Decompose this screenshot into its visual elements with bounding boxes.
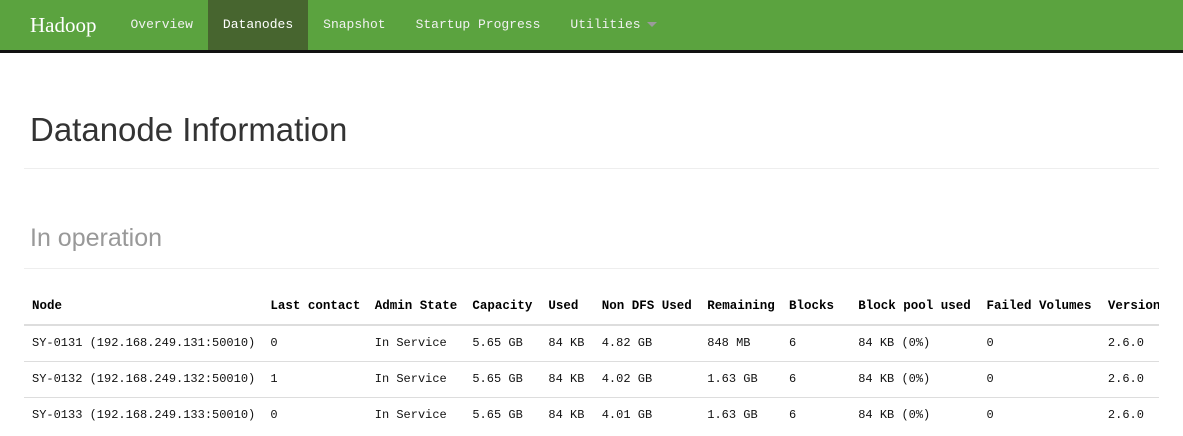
- cell-node: SY-0133 (192.168.249.133:50010): [24, 397, 263, 433]
- tab-label: Overview: [130, 17, 193, 32]
- tab-datanodes[interactable]: Datanodes: [207, 0, 309, 50]
- navbar: Hadoop Overview Datanodes Snapshot Startup …: [0, 0, 1183, 53]
- cell-node: SY-0132 (192.168.249.132:50010): [24, 361, 263, 398]
- cell-non-dfs-used: 4.02 GB: [593, 361, 700, 398]
- cell-capacity: 5.65 GB: [472, 336, 523, 350]
- tab-label: Startup Progress: [415, 17, 541, 32]
- tab-startup-progress[interactable]: Startup Progress: [401, 0, 556, 50]
- column-header-failed-volumes: Failed Volumes: [978, 289, 1100, 326]
- tab-label: Utilities: [570, 17, 641, 32]
- cell-remaining: 1.63 GB: [699, 361, 781, 398]
- cell-remaining: 1.63 GB: [699, 397, 781, 433]
- chevron-down-icon: [646, 22, 657, 28]
- column-header-capacity: Capacity: [464, 289, 541, 326]
- brand-logo[interactable]: Hadoop: [30, 13, 97, 37]
- cell-remaining: 848 MB: [707, 336, 751, 350]
- nav-tabs: Overview Datanodes Snapshot Startup Progres…: [116, 0, 672, 50]
- cell-used: 84 KB: [540, 361, 594, 398]
- cell-used: 84 KB: [540, 397, 594, 433]
- tab-label: Snapshot: [323, 17, 386, 32]
- table-row: SY-0131 (192.168.249.131:50010) 0 In Servi…: [24, 325, 1159, 362]
- column-header-remaining: Remaining: [699, 289, 781, 326]
- cell-failed-volumes: 0: [986, 336, 994, 350]
- column-header-block-pool-used: Block pool used: [850, 289, 979, 326]
- cell-non-dfs-used: 4.01 GB: [593, 397, 700, 433]
- cell-block-pool-used: 84 KB (0%): [850, 361, 979, 398]
- cell-block-pool-used: 84 KB (0%): [850, 397, 979, 433]
- cell-version: 2.6.0: [1099, 397, 1159, 433]
- content-container: Datanode Information In operation Node La…: [0, 111, 1183, 433]
- page-title: Datanode Information: [30, 111, 348, 148]
- column-header-version: Version: [1099, 289, 1159, 326]
- cell-blocks: 6: [789, 336, 797, 350]
- cell-version: 2.6.0: [1107, 336, 1144, 350]
- tab-snapshot[interactable]: Snapshot: [308, 0, 400, 50]
- column-header-used: Used: [540, 289, 594, 326]
- cell-used: 84 KB: [548, 336, 585, 350]
- table-row: SY-0132 (192.168.249.132:50010) 1 In Servi…: [24, 361, 1159, 398]
- cell-last-contact: 1: [262, 361, 367, 398]
- cell-last-contact: 0: [270, 336, 278, 350]
- column-header-node: Node: [24, 289, 263, 326]
- datanodes-table: Node Last contact Admin State Capacity Used N…: [24, 289, 1159, 433]
- tab-utilities[interactable]: Utilities: [555, 0, 671, 50]
- tab-overview[interactable]: Overview: [116, 0, 208, 50]
- table-header: Node Last contact Admin State Capacity Used N…: [24, 289, 1159, 326]
- cell-capacity: 5.65 GB: [464, 397, 541, 433]
- cell-version: 2.6.0: [1099, 361, 1159, 398]
- cell-block-pool-used: 84 KB (0%): [858, 336, 931, 350]
- cell-failed-volumes: 0: [978, 397, 1100, 433]
- cell-node: SY-0131 (192.168.249.131:50010): [32, 336, 256, 350]
- divider: [24, 268, 1159, 269]
- divider: [24, 168, 1159, 169]
- cell-admin-state: In Service: [366, 397, 465, 433]
- tab-label: Datanodes: [222, 17, 294, 32]
- column-header-blocks: Blocks: [781, 289, 851, 326]
- cell-blocks: 6: [781, 397, 851, 433]
- column-header-last-contact: Last contact: [262, 289, 367, 326]
- cell-last-contact: 0: [262, 397, 367, 433]
- cell-admin-state: In Service: [366, 361, 465, 398]
- column-header-non-dfs-used: Non DFS Used: [593, 289, 700, 326]
- cell-capacity: 5.65 GB: [464, 361, 541, 398]
- cell-failed-volumes: 0: [978, 361, 1100, 398]
- cell-blocks: 6: [781, 361, 851, 398]
- column-header-admin-state: Admin State: [366, 289, 465, 326]
- section-title: In operation: [30, 224, 163, 252]
- cell-admin-state: In Service: [374, 336, 447, 350]
- table-row: SY-0133 (192.168.249.133:50010) 0 In Servi…: [24, 397, 1159, 433]
- cell-non-dfs-used: 4.82 GB: [601, 336, 653, 350]
